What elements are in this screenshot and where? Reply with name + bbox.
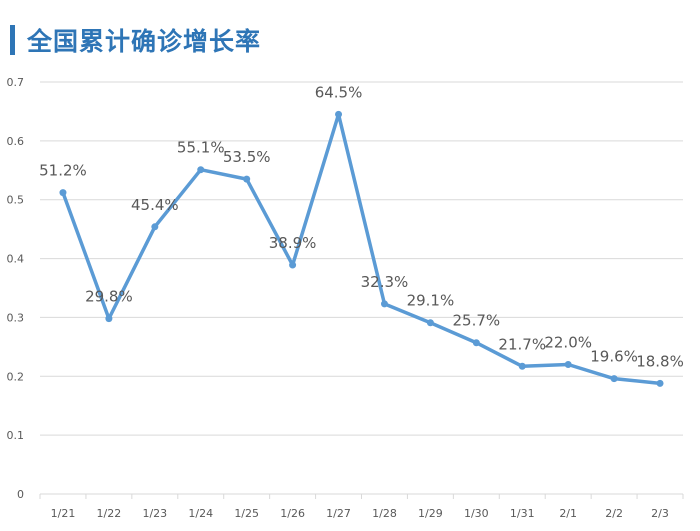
data-label: 29.1% — [407, 292, 455, 310]
data-label: 29.8% — [85, 288, 133, 306]
y-tick-label: 0.3 — [7, 311, 25, 324]
data-point — [610, 375, 618, 383]
data-label: 22.0% — [544, 334, 592, 352]
data-label: 53.5% — [223, 148, 271, 166]
x-tick-label: 1/22 — [97, 507, 122, 520]
chart-title-block: 全国累计确诊增长率 — [10, 22, 261, 58]
data-label: 45.4% — [131, 196, 179, 214]
title-accent-bar — [10, 25, 15, 55]
x-tick-label: 1/29 — [418, 507, 443, 520]
data-point — [564, 361, 572, 369]
data-label: 21.7% — [498, 335, 546, 353]
data-point — [151, 223, 159, 231]
x-tick-label: 1/26 — [280, 507, 305, 520]
y-tick-label: 0 — [17, 488, 24, 501]
x-tick-label: 2/2 — [605, 507, 623, 520]
y-tick-label: 0.2 — [7, 370, 25, 383]
x-tick-label: 1/21 — [51, 507, 76, 520]
x-tick-label: 1/28 — [372, 507, 397, 520]
y-tick-label: 0.1 — [7, 429, 25, 442]
data-label: 19.6% — [590, 348, 638, 366]
data-point — [518, 362, 526, 370]
data-point — [335, 110, 343, 118]
x-tick-label: 2/1 — [559, 507, 577, 520]
data-label: 38.9% — [269, 234, 317, 252]
data-point — [243, 175, 251, 183]
data-point — [656, 379, 664, 387]
data-point — [105, 315, 113, 323]
x-tick-label: 1/27 — [326, 507, 351, 520]
y-tick-label: 0.4 — [7, 253, 25, 266]
x-tick-label: 1/23 — [142, 507, 167, 520]
x-tick-label: 1/25 — [234, 507, 259, 520]
data-label: 32.3% — [361, 273, 409, 291]
x-tick-label: 1/24 — [188, 507, 213, 520]
data-point — [289, 261, 297, 269]
x-tick-label: 1/30 — [464, 507, 489, 520]
data-label: 64.5% — [315, 83, 363, 101]
data-point — [472, 339, 480, 347]
x-tick-label: 2/3 — [651, 507, 669, 520]
y-tick-label: 0.5 — [7, 194, 25, 207]
chart-title: 全国累计确诊增长率 — [27, 27, 262, 56]
data-point — [380, 300, 388, 308]
data-label: 51.2% — [39, 162, 87, 180]
x-tick-label: 1/31 — [510, 507, 535, 520]
data-point — [59, 189, 67, 197]
series-line — [61, 112, 662, 386]
data-label: 55.1% — [177, 139, 225, 157]
data-point — [197, 166, 205, 174]
y-tick-label: 0.7 — [7, 76, 25, 89]
data-label: 18.8% — [636, 352, 684, 370]
y-tick-label: 0.6 — [7, 135, 25, 148]
data-point — [426, 319, 434, 327]
data-label: 25.7% — [452, 312, 500, 330]
